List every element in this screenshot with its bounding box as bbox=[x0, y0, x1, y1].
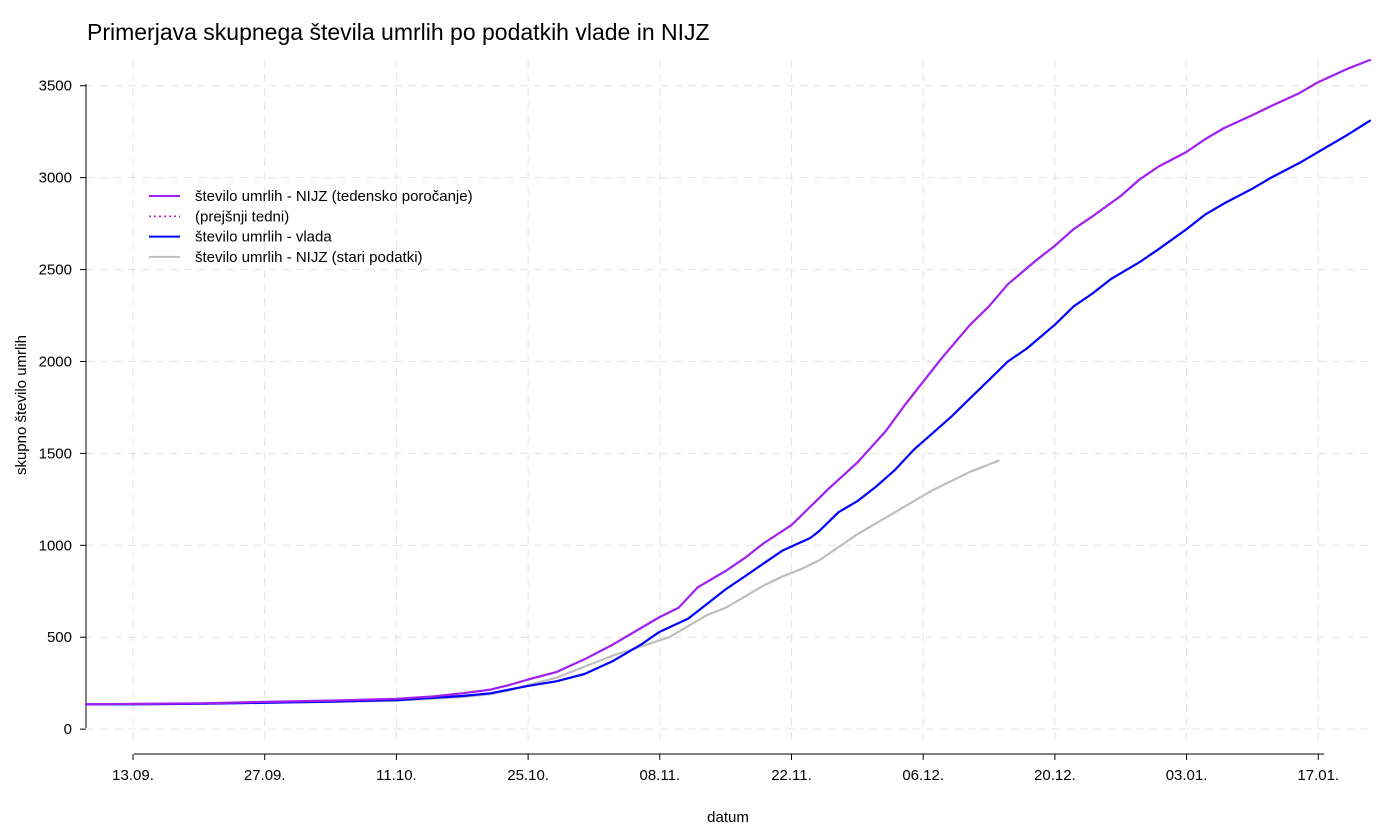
legend: število umrlih - NIJZ (tedensko poročanj… bbox=[149, 188, 473, 266]
y-ticks: 0 500 1000 1500 2000 2500 3000 3500 bbox=[39, 78, 86, 738]
x-tick-label-7: 20.12. bbox=[1034, 767, 1076, 784]
legend-label-2: število umrlih - vlada bbox=[195, 229, 332, 246]
legend-label-1: (prejšnji tedni) bbox=[195, 208, 289, 225]
x-tick-label-8: 03.01. bbox=[1166, 767, 1208, 784]
y-tick-label-6: 3000 bbox=[39, 170, 72, 187]
x-tick-label-3: 25.10. bbox=[507, 767, 549, 784]
y-tick-label-0: 0 bbox=[64, 721, 72, 738]
series-line-1 bbox=[85, 59, 1371, 706]
series-line-2 bbox=[84, 119, 1372, 706]
y-tick-label-7: 3500 bbox=[39, 78, 72, 95]
y-tick-label-1: 500 bbox=[47, 629, 72, 646]
x-tick-label-2: 11.10. bbox=[376, 767, 417, 784]
y-axis-label: skupno število umrlih bbox=[13, 335, 30, 475]
x-tick-label-4: 08.11. bbox=[640, 767, 681, 784]
y-tick-label-2: 1000 bbox=[39, 537, 72, 554]
x-tick-label-9: 17.01. bbox=[1297, 767, 1339, 784]
legend-label-0: število umrlih - NIJZ (tedensko poročanj… bbox=[195, 188, 473, 205]
axes bbox=[85, 84, 1324, 755]
x-ticks: 13.09. 27.09. 11.10. 25.10. 08.11. 22.11. 06.1… bbox=[112, 754, 1339, 784]
x-tick-label-6: 06.12. bbox=[902, 767, 944, 784]
x-tick-label-5: 22.11. bbox=[771, 767, 812, 784]
x-tick-label-1: 27.09. bbox=[244, 767, 286, 784]
x-tick-label-0: 13.09. bbox=[112, 767, 154, 784]
grid bbox=[86, 60, 1370, 742]
y-tick-label-3: 1500 bbox=[39, 445, 72, 462]
series-group bbox=[84, 58, 1372, 706]
y-tick-label-4: 2000 bbox=[39, 353, 72, 370]
x-axis-label: datum bbox=[707, 809, 749, 826]
y-tick-label-5: 2500 bbox=[39, 262, 72, 279]
legend-label-3: število umrlih - NIJZ (stari podatki) bbox=[195, 249, 423, 266]
chart-title: Primerjava skupnega števila umrlih po po… bbox=[87, 19, 710, 45]
